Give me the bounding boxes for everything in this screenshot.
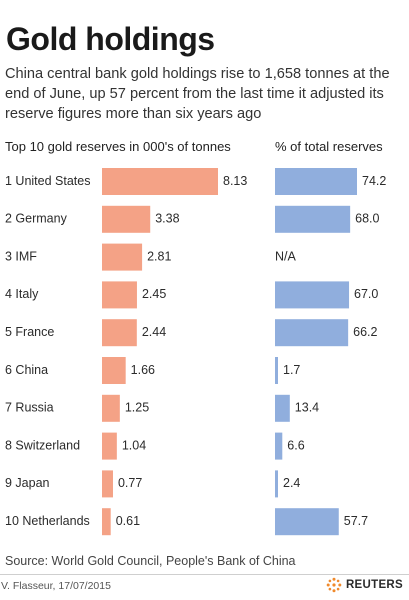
tonnes-value-label: 0.77 xyxy=(118,476,142,490)
tonnes-bar xyxy=(102,281,137,309)
tonnes-value-label: 3.38 xyxy=(155,212,179,226)
tonnes-bar xyxy=(102,508,111,536)
source-note: Source: World Gold Council, People's Ban… xyxy=(5,554,296,568)
tonnes-value-label: 1.04 xyxy=(122,438,146,452)
category-label: 6 China xyxy=(5,363,48,377)
tonnes-bar xyxy=(102,319,137,347)
percent-bar xyxy=(275,432,283,460)
tonnes-value-label: 1.66 xyxy=(131,363,155,377)
tonnes-value-label: 8.13 xyxy=(223,174,247,188)
category-label: 1 United States xyxy=(5,174,90,188)
category-label: 9 Japan xyxy=(5,476,50,490)
chart-subtitle: China central bank gold holdings rise to… xyxy=(5,66,390,122)
percent-value-label: 2.4 xyxy=(283,476,300,490)
category-label: 8 Switzerland xyxy=(5,438,80,452)
percent-na-label: N/A xyxy=(275,249,297,263)
tonnes-bar xyxy=(102,394,120,422)
percent-bar xyxy=(275,281,350,309)
percent-bar xyxy=(275,205,351,233)
reuters-logo: REUTERS xyxy=(326,577,403,593)
percent-bar xyxy=(275,470,278,498)
percent-bar xyxy=(275,394,290,422)
tonnes-value-label: 1.25 xyxy=(125,401,149,415)
percent-value-label: 1.7 xyxy=(283,363,300,377)
category-label: 4 Italy xyxy=(5,287,39,301)
tonnes-value-label: 2.81 xyxy=(147,249,171,263)
tonnes-value-label: 2.44 xyxy=(142,325,166,339)
gold-reserves-chart: 1 United States 8.13 74.2 2 Germany 3.38 68.0… xyxy=(5,168,386,536)
percent-value-label: 68.0 xyxy=(355,212,379,226)
tonnes-column-header: Top 10 gold reserves in 000's of tonnes xyxy=(5,139,231,154)
percent-value-label: 66.2 xyxy=(353,325,377,339)
percent-bar xyxy=(275,508,339,536)
percent-value-label: 74.2 xyxy=(362,174,386,188)
category-label: 7 Russia xyxy=(5,401,54,415)
tonnes-bar xyxy=(102,205,151,233)
category-label: 2 Germany xyxy=(5,212,68,226)
brand-name: REUTERS xyxy=(345,579,403,591)
credit-line: V. Flasseur, 17/07/2015 xyxy=(1,580,111,592)
category-label: 3 IMF xyxy=(5,249,37,263)
footer-divider xyxy=(0,574,409,575)
percent-column-header: % of total reserves xyxy=(275,139,383,154)
percent-bar xyxy=(275,319,349,347)
tonnes-bar xyxy=(102,432,117,460)
percent-value-label: 67.0 xyxy=(354,287,378,301)
reuters-dots-icon xyxy=(326,577,342,593)
tonnes-value-label: 0.61 xyxy=(116,514,140,528)
tonnes-bar xyxy=(102,243,143,271)
tonnes-bar xyxy=(102,470,113,498)
category-label: 10 Netherlands xyxy=(5,514,90,528)
tonnes-bar xyxy=(102,168,218,195)
percent-value-label: 13.4 xyxy=(295,401,319,415)
percent-value-label: 6.6 xyxy=(287,438,304,452)
tonnes-value-label: 2.45 xyxy=(142,287,166,301)
category-label: 5 France xyxy=(5,325,54,339)
percent-bar xyxy=(275,357,278,384)
percent-bar xyxy=(275,168,357,195)
chart-title: Gold holdings xyxy=(6,21,215,57)
percent-value-label: 57.7 xyxy=(344,514,368,528)
tonnes-bar xyxy=(102,357,126,384)
